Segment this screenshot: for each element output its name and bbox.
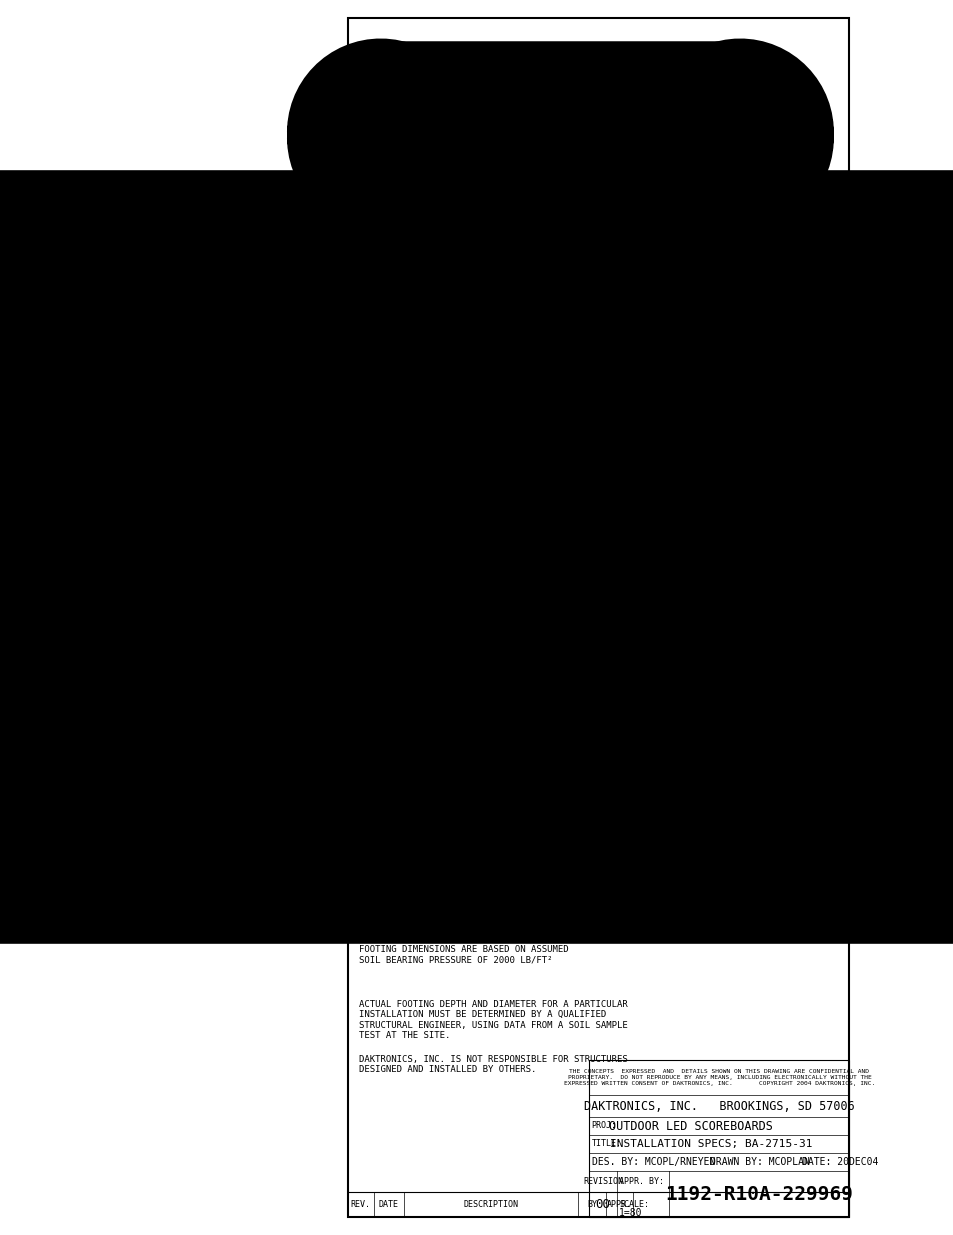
Text: CONTROL SIGNAL
CABLE IN CONDUIT
1 PAIR, 22 AWG: CONTROL SIGNAL CABLE IN CONDUIT 1 PAIR, … — [628, 333, 714, 363]
Text: DATE: DATE — [378, 1200, 398, 1209]
Text: 3' X 4': 3' X 4' — [613, 741, 654, 751]
Text: DRAWN BY: MCOPLAN: DRAWN BY: MCOPLAN — [709, 1157, 808, 1167]
Text: W10X12: W10X12 — [614, 720, 652, 730]
Bar — [482, 425, 542, 535]
Text: SCOREBOARD: SCOREBOARD — [513, 238, 597, 252]
Text: 3' X 4': 3' X 4' — [660, 699, 701, 709]
Text: FOOTING = DIAMETER X DEPTH: FOOTING = DIAMETER X DEPTH — [599, 890, 775, 900]
Text: 3'-0": 3'-0" — [528, 688, 565, 700]
Text: DAKTRONICS, INC. IS NOT RESPONSIBLE FOR STRUCTURES
DESIGNED AND INSTALLED BY OTH: DAKTRONICS, INC. IS NOT RESPONSIBLE FOR … — [358, 1055, 627, 1074]
Text: TO MAIN POWER
BREAKER PANEL: TO MAIN POWER BREAKER PANEL — [628, 409, 698, 427]
Text: 00: 00 — [595, 1198, 610, 1210]
Text: REINFORCED CONCRETE FOOTINGS: REINFORCED CONCRETE FOOTINGS — [479, 500, 630, 510]
Text: BA-2715-31: BA-2715-31 — [543, 606, 635, 621]
Text: W10X15: W10X15 — [710, 678, 747, 688]
Text: PROJ:: PROJ: — [591, 1121, 616, 1130]
Text: W10X12: W10X12 — [662, 678, 700, 688]
Text: 80 MPH: 80 MPH — [663, 657, 699, 667]
Text: REAR VIEW: REAR VIEW — [516, 519, 583, 531]
Text: 100 MPH: 100 MPH — [708, 657, 749, 667]
Bar — [589, 1060, 848, 1216]
Text: NONE: NONE — [485, 772, 516, 784]
Text: DESIGN WIND VELOCITY: DESIGN WIND VELOCITY — [622, 634, 740, 643]
Text: DATE: 20DEC04: DATE: 20DEC04 — [801, 1157, 878, 1167]
Text: 1192-R10A-229969: 1192-R10A-229969 — [664, 1184, 852, 1203]
Text: BEAM: BEAM — [577, 720, 600, 730]
Text: 1=80: 1=80 — [618, 1208, 641, 1218]
Text: 10': 10' — [439, 688, 462, 700]
Text: ACTUAL FOOTING DEPTH AND DIAMETER FOR A PARTICULAR
INSTALLATION MUST BE DETERMIN: ACTUAL FOOTING DEPTH AND DIAMETER FOR A … — [358, 1000, 627, 1040]
Text: DAKTRONICS, INC.   BROOKINGS, SD 57006: DAKTRONICS, INC. BROOKINGS, SD 57006 — [583, 1099, 854, 1113]
Bar — [425, 600, 753, 850]
Text: HEIGHT
(B): HEIGHT (B) — [532, 641, 561, 661]
Text: DESCRIPTION: DESCRIPTION — [463, 1200, 518, 1209]
Text: REV.: REV. — [351, 1200, 371, 1209]
Text: INSTALLATION SPECS; BA-2715-31: INSTALLATION SPECS; BA-2715-31 — [610, 1139, 812, 1149]
Text: FOOTING: FOOTING — [570, 699, 608, 708]
Text: A: A — [445, 287, 453, 299]
Text: 3'-0": 3'-0" — [528, 730, 565, 742]
Text: 70 MPH: 70 MPH — [616, 657, 651, 667]
Text: THE CONCEPTS  EXPRESSED  AND  DETAILS SHOWN ON THIS DRAWING ARE CONFIDENTIAL AND: THE CONCEPTS EXPRESSED AND DETAILS SHOWN… — [563, 1070, 874, 1086]
Text: APPR. BY:: APPR. BY: — [618, 1177, 663, 1186]
Text: 9'-0": 9'-0" — [543, 122, 577, 132]
Text: 3' X 4': 3' X 4' — [613, 783, 654, 793]
Text: FOOTING: FOOTING — [570, 783, 608, 792]
Bar — [484, 161, 626, 330]
Text: W6X15: W6X15 — [713, 720, 744, 730]
Text: TITLE:: TITLE: — [591, 1140, 621, 1149]
Text: VERTICAL
DISTANCE
(A): VERTICAL DISTANCE (A) — [431, 636, 471, 666]
Text: 3' X 4': 3' X 4' — [660, 783, 701, 793]
Text: DES. BY: MCOPL/RNEYEN: DES. BY: MCOPL/RNEYEN — [591, 1157, 714, 1167]
Text: FOOTING: FOOTING — [570, 741, 608, 750]
Text: GROUND
WIRE: GROUND WIRE — [476, 366, 508, 384]
Bar — [595, 161, 602, 430]
Bar — [567, 425, 627, 535]
Text: DEPTH: DEPTH — [436, 475, 467, 485]
Text: W8X18: W8X18 — [713, 762, 744, 772]
Text: FOOTING DIMENSIONS ARE SUGGESTIONS ONLY, PROVIDED
TO ASSIST WITH ESTIMATING INST: FOOTING DIMENSIONS ARE SUGGESTIONS ONLY,… — [358, 890, 621, 920]
Text: AD PANEL
HEIGHT: AD PANEL HEIGHT — [480, 641, 520, 661]
Text: 14': 14' — [439, 772, 462, 784]
Text: 3' X 5': 3' X 5' — [708, 783, 749, 793]
Bar — [425, 600, 753, 629]
Text: W10X15: W10X15 — [662, 720, 700, 730]
Text: SCALE:: SCALE: — [618, 1199, 648, 1209]
Text: 12': 12' — [439, 730, 462, 742]
Text: KNOCKOUTS FOR POWER
AND SIGNAL CONDUITS.: KNOCKOUTS FOR POWER AND SIGNAL CONDUITS. — [628, 251, 736, 269]
Text: W8X18: W8X18 — [665, 762, 697, 772]
Text: REVISION: REVISION — [582, 1177, 622, 1186]
Text: BEAM: BEAM — [577, 762, 600, 772]
Text: W10X15: W10X15 — [614, 762, 652, 772]
Bar — [517, 161, 525, 430]
Bar — [597, 249, 607, 272]
Text: LOCKABLE POWER
DISCONNECT: LOCKABLE POWER DISCONNECT — [628, 299, 703, 317]
Text: W10X12: W10X12 — [614, 678, 652, 688]
Text: 6'-0"  TO  7'-0": 6'-0" TO 7'-0" — [604, 127, 713, 137]
Text: BY: BY — [586, 1200, 597, 1209]
Text: NONE: NONE — [485, 688, 516, 700]
Text: 3' X 4': 3' X 4' — [660, 741, 701, 751]
Text: 3' X 4.5': 3' X 4.5' — [702, 699, 755, 709]
Text: FOOTING DIMENSIONS ARE BASED ON ASSUMED
SOIL BEARING PRESSURE OF 2000 LB/FT²: FOOTING DIMENSIONS ARE BASED ON ASSUMED … — [358, 945, 568, 965]
Text: BEAM: BEAM — [577, 678, 600, 688]
Text: APPR.: APPR. — [606, 1200, 631, 1209]
Text: 3'-0": 3'-0" — [528, 772, 565, 784]
Text: NONE: NONE — [485, 730, 516, 742]
Text: OUTDOOR LED SCOREBOARDS: OUTDOOR LED SCOREBOARDS — [608, 1119, 772, 1132]
Text: GROUND ROD: GROUND ROD — [616, 456, 670, 464]
Text: TO CONTROL LOCATION: TO CONTROL LOCATION — [628, 395, 730, 405]
Text: 3' X 4.5': 3' X 4.5' — [702, 741, 755, 751]
Bar — [589, 1060, 848, 1095]
Text: 3' X 4': 3' X 4' — [613, 699, 654, 709]
Text: 3'-0": 3'-0" — [430, 240, 464, 249]
Text: DIAMETER: DIAMETER — [428, 552, 478, 562]
